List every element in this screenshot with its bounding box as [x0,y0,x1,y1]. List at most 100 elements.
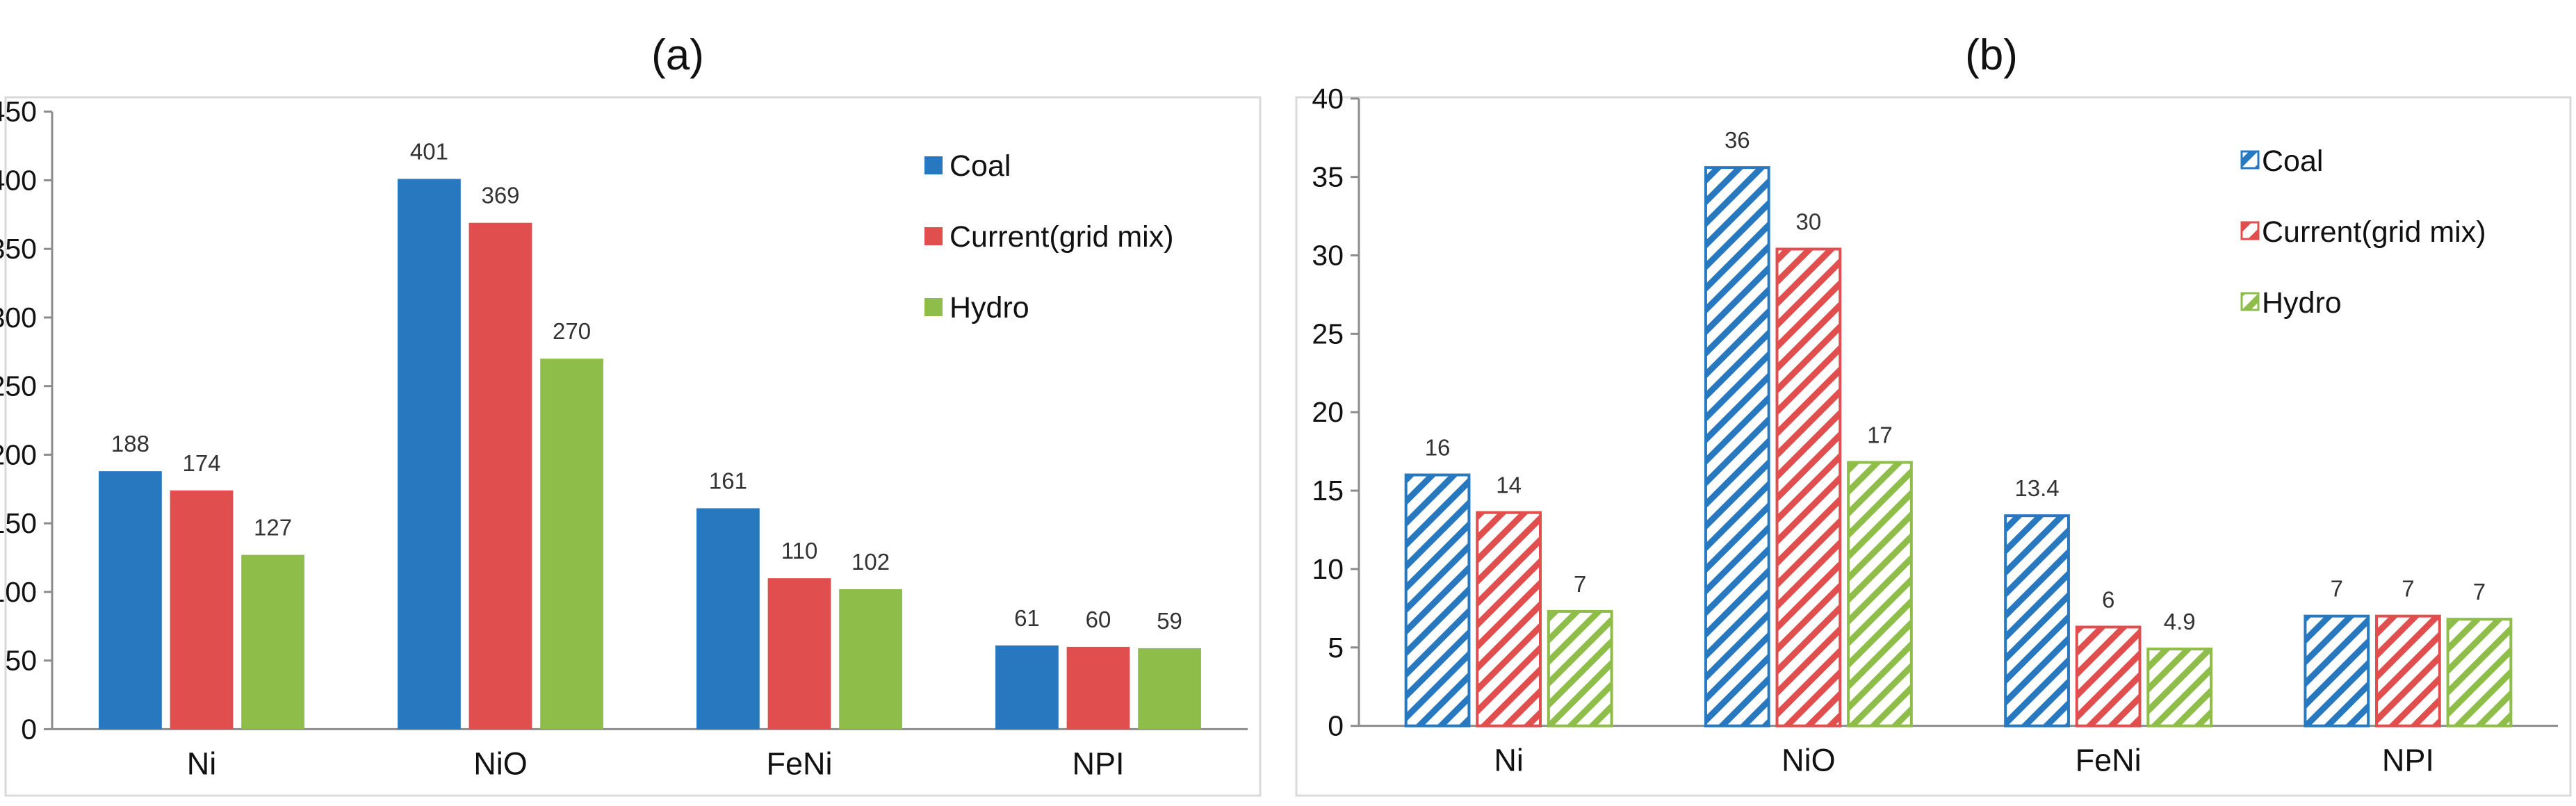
data-label-current-npi: 7 [2402,576,2414,602]
panel-b-frame [1295,96,2572,797]
panel-b-title: (b) [1965,31,2018,79]
y-tick-label: 200 [0,438,37,470]
y-tick-label: 0 [1328,710,1344,742]
y-tick-label: 300 [0,302,37,334]
data-label-coal-ni: 188 [111,431,149,457]
data-label-coal-npi: 61 [1014,605,1040,631]
data-label-coal-npi: 7 [2331,576,2343,602]
bar-coal-ni [99,471,162,730]
y-tick-label: 0 [21,713,37,745]
data-label-hydro-npi: 59 [1157,608,1182,634]
x-tick-label-npi: NPI [2382,743,2434,778]
legend-a-label-current: Current(grid mix) [949,220,1174,254]
bar-hydro-ni [241,554,304,730]
panel-a-chart: (a) 0 50 100 150 200 250 300 350 400 450 Ni NiO FeN… [0,31,1262,797]
legend-b-label-coal: Coal [2262,145,2323,178]
panel-b-y-axis: 0 5 10 15 20 25 30 35 40 [1312,83,1360,742]
data-label-hydro-nio: 17 [1867,422,1893,447]
data-label-current-npi: 60 [1086,607,1111,632]
x-tick-label-feni: FeNi [2076,743,2142,778]
bar-coal-npi [2304,614,2370,727]
bar-hydro-ni [1547,609,1613,727]
bar-coal-ni [1404,473,1471,727]
data-label-current-feni: 6 [2102,586,2114,612]
bar-current-feni [2075,625,2142,727]
panel-b-x-axis: Ni NiO FeNi NPI [1359,725,2558,778]
data-label-current-ni: 174 [182,450,220,476]
legend-b-label-current: Current(grid mix) [2262,215,2486,249]
bar-hydro-nio [1847,461,1913,727]
legend-b-swatch-coal [2240,150,2260,170]
bar-current-nio [1775,247,1842,727]
y-tick-label: 25 [1312,318,1344,349]
x-tick-label-feni: FeNi [766,746,832,781]
data-label-current-feni: 110 [781,538,818,564]
data-label-hydro-ni: 127 [254,515,292,541]
bar-current-feni [767,578,831,730]
data-label-hydro-npi: 7 [2473,579,2486,604]
x-tick-label-ni: Ni [187,746,217,781]
bar-hydro-feni [839,589,902,730]
x-tick-label-ni: Ni [1494,743,1524,778]
panel-b-bars [1404,166,2513,727]
panel-a-frame [4,96,1262,797]
data-label-coal-nio: 36 [1725,127,1750,153]
bar-coal-feni [2004,514,2070,727]
bar-hydro-nio [540,359,603,730]
panel-b-chart: (b) 0 5 10 15 20 25 30 35 40 Ni NiO FeNi NPI 16 14 7 3… [1295,31,2572,797]
y-tick-label: 5 [1328,632,1344,664]
legend-a-label-hydro: Hydro [949,291,1029,324]
data-label-coal-nio: 401 [410,138,448,164]
bar-coal-nio [1704,166,1770,727]
data-label-current-nio: 30 [1796,208,1822,234]
panel-a-y-axis: 0 50 100 150 200 250 300 350 400 450 [0,96,54,745]
y-tick-label: 40 [1312,83,1344,115]
legend-b-swatch-hydro [2240,292,2260,311]
bar-current-npi [2374,614,2441,727]
data-label-hydro-nio: 270 [553,318,591,344]
panel-b-data-labels: 16 14 7 36 30 17 13.4 6 4.9 7 7 7 [1425,127,2486,634]
x-tick-label-nio: NiO [473,746,528,781]
panel-a-title: (a) [651,31,704,79]
panel-a-data-labels: 188 174 127 401 369 270 161 110 102 61 60 59 [111,138,1182,633]
legend-a-label-coal: Coal [949,149,1011,183]
data-label-hydro-ni: 7 [1574,571,1586,597]
data-label-coal-feni: 13.4 [2014,475,2059,501]
y-tick-label: 400 [0,164,37,196]
bar-coal-feni [696,508,760,730]
y-tick-label: 150 [0,507,37,539]
y-tick-label: 100 [0,576,37,608]
y-tick-label: 20 [1312,396,1344,428]
data-label-coal-feni: 161 [709,468,747,493]
x-tick-label-nio: NiO [1782,743,1836,778]
legend-b-swatch-current [2240,221,2260,240]
bar-current-ni [1476,511,1542,727]
bar-hydro-npi [1138,648,1201,730]
data-label-hydro-feni: 102 [851,549,890,575]
panel-a-legend: Coal Current(grid mix) Hydro [924,149,1174,324]
legend-b-label-hydro: Hydro [2262,286,2342,320]
legend-a-swatch-coal [924,156,943,174]
bar-coal-npi [995,645,1059,730]
bar-current-npi [1066,646,1130,730]
legend-a-swatch-current [924,227,943,245]
y-tick-label: 10 [1312,553,1344,585]
legend-a-swatch-hydro [924,298,943,316]
y-tick-label: 250 [0,370,37,402]
bar-coal-nio [398,179,461,730]
data-label-coal-ni: 16 [1425,435,1451,461]
y-tick-label: 15 [1312,475,1344,507]
panel-b-legend: Coal Current(grid mix) Hydro [2240,145,2486,320]
y-tick-label: 35 [1312,161,1344,193]
bar-current-ni [170,490,234,730]
bar-current-nio [468,222,532,730]
panel-a-bars [99,179,1201,730]
bar-hydro-feni [2146,648,2213,727]
data-label-current-nio: 369 [481,183,519,208]
y-tick-label: 50 [5,645,37,677]
panel-a-x-axis: Ni NiO FeNi NPI [52,727,1248,781]
data-label-hydro-feni: 4.9 [2164,609,2196,634]
x-tick-label-npi: NPI [1072,746,1124,781]
